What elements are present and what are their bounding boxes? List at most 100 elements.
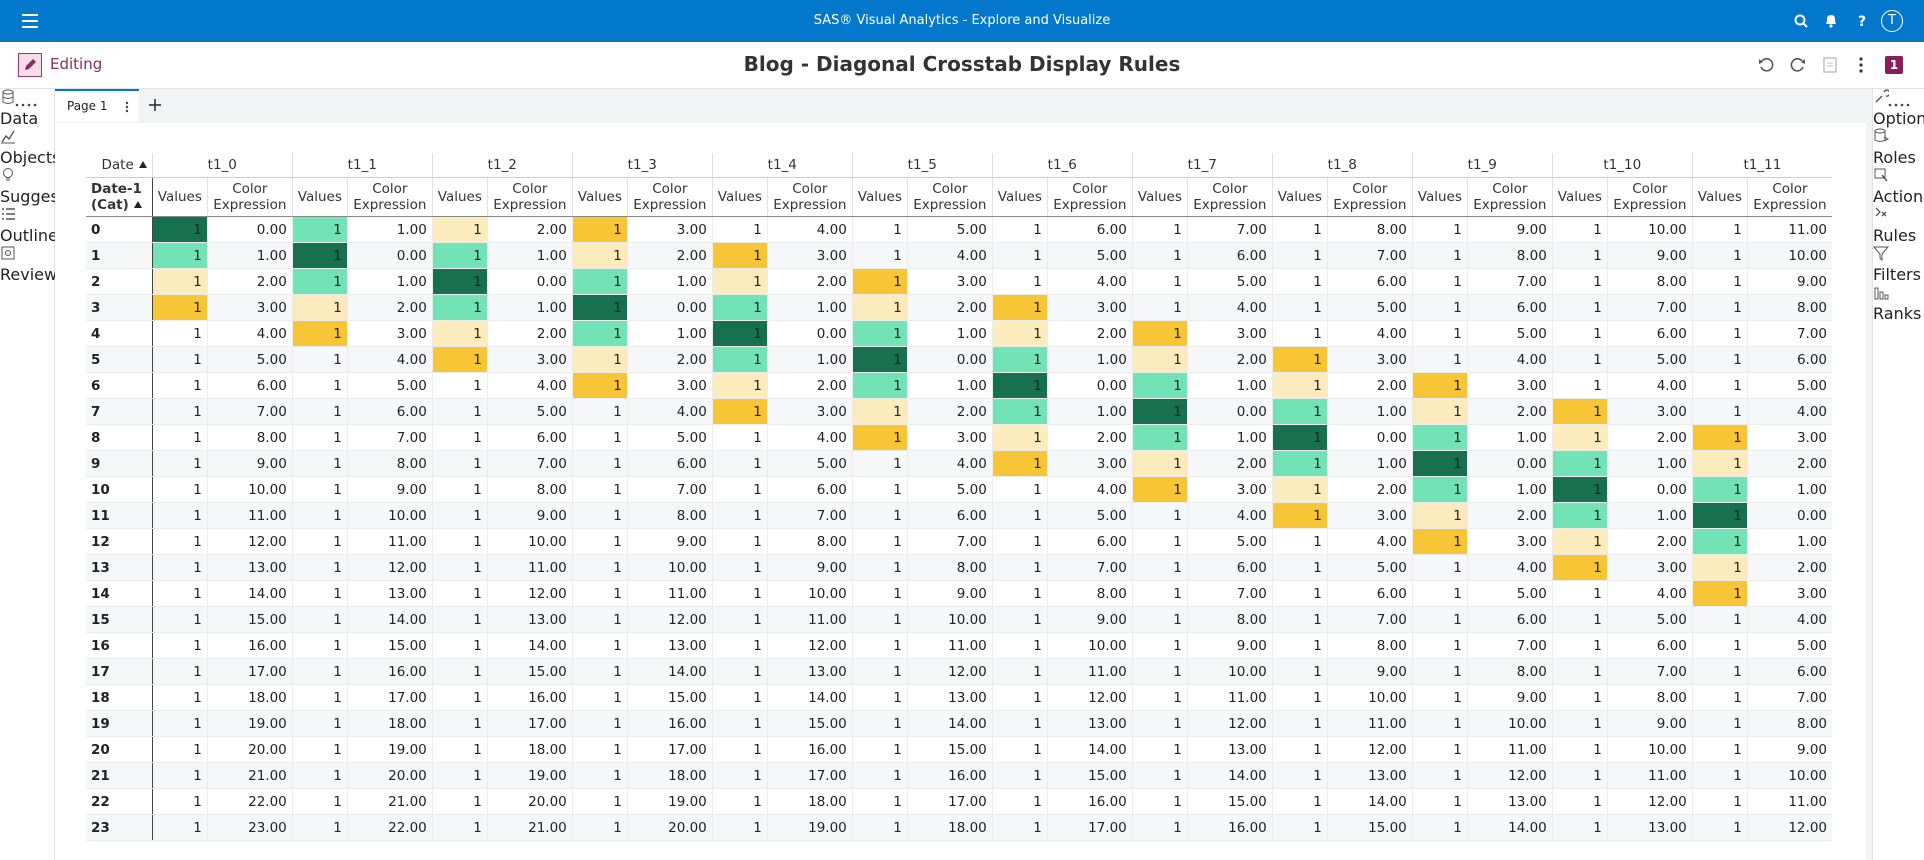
expression-cell: 7.00 <box>1746 320 1832 347</box>
expression-cell: 2.00 <box>906 398 993 425</box>
nav-item[interactable]: Ranks <box>1873 284 1924 323</box>
value-cell: 1 <box>1551 580 1608 607</box>
menu-button[interactable] <box>22 14 38 28</box>
expression-cell: 13.00 <box>1606 814 1693 841</box>
nav-item[interactable]: Objects <box>0 128 61 167</box>
value-cell: 1 <box>431 346 488 373</box>
value-cell: 1 <box>851 632 908 659</box>
nav-item[interactable]: Outline <box>0 206 58 245</box>
row-header-label: Date-1 (Cat) <box>91 181 142 213</box>
expression-cell: 20.00 <box>626 814 713 841</box>
expression-cell: 2.00 <box>1186 346 1273 373</box>
value-cell: 1 <box>851 320 908 347</box>
expression-cell: 5.00 <box>1606 606 1693 633</box>
expression-cell: 9.00 <box>1466 684 1553 711</box>
expression-cell: 20.00 <box>346 762 433 789</box>
edit-mode-button[interactable] <box>18 53 42 77</box>
nav-item[interactable]: Options <box>1873 89 1924 128</box>
expression-cell: 13.00 <box>1046 710 1133 737</box>
expression-cell: 1.00 <box>1186 372 1273 399</box>
expression-cell: 17.00 <box>206 658 293 685</box>
expression-cell: 21.00 <box>346 788 433 815</box>
expression-cell: 4.00 <box>626 398 713 425</box>
nav-item[interactable]: Suggest <box>0 167 65 206</box>
value-cell: 1 <box>431 814 488 841</box>
value-cell: 1 <box>1551 710 1608 737</box>
svg-text:?: ? <box>1858 14 1866 29</box>
nav-item[interactable]: Filters <box>1872 245 1924 284</box>
expression-cell: 5.00 <box>906 476 993 503</box>
expression-cell: 7.00 <box>1046 554 1133 581</box>
expression-cell: 13.00 <box>1186 736 1273 763</box>
right-pane: Options Roles Actions Rules Filters Ranks <box>1872 89 1924 860</box>
expression-cell: 5.00 <box>1046 242 1133 269</box>
value-cell: 1 <box>1271 216 1328 243</box>
redo-button[interactable] <box>1790 57 1806 73</box>
expression-cell: 3.00 <box>1326 346 1413 373</box>
value-cell: 1 <box>711 294 768 321</box>
measure-header: Color Expression <box>1326 177 1413 217</box>
save-button[interactable] <box>1823 57 1837 73</box>
value-cell: 1 <box>1131 320 1188 347</box>
expression-cell: 4.00 <box>1186 294 1273 321</box>
value-cell: 1 <box>991 372 1048 399</box>
more-button[interactable] <box>1858 57 1864 73</box>
nav-item[interactable]: Roles <box>1873 128 1924 167</box>
expression-cell: 1.00 <box>906 320 993 347</box>
help-button[interactable]: ? <box>1856 13 1868 29</box>
nav-label: Objects <box>0 148 61 167</box>
value-cell: 1 <box>431 398 488 425</box>
value-cell: 1 <box>1131 580 1188 607</box>
undo-button[interactable] <box>1758 57 1774 73</box>
search-button[interactable] <box>1794 14 1808 28</box>
expression-cell: 0.00 <box>346 242 433 269</box>
value-cell: 1 <box>571 216 628 243</box>
expression-cell: 3.00 <box>1046 450 1133 477</box>
row-label: 6 <box>86 372 153 399</box>
expression-cell: 1.00 <box>346 268 433 295</box>
user-avatar[interactable]: T <box>1881 10 1903 32</box>
notifications-button[interactable] <box>1824 13 1838 29</box>
value-cell: 1 <box>1271 424 1328 451</box>
expression-cell: 11.00 <box>1046 658 1133 685</box>
nav-item[interactable]: Data <box>0 89 54 128</box>
nav-icon <box>1 130 15 144</box>
measure-header: Color Expression <box>346 177 433 217</box>
add-page-button[interactable] <box>149 99 161 111</box>
expression-cell: 5.00 <box>206 346 293 373</box>
value-cell: 1 <box>1691 684 1748 711</box>
value-cell: 1 <box>431 684 488 711</box>
tab-menu[interactable] <box>125 101 129 113</box>
pane-more[interactable] <box>1888 103 1910 107</box>
expression-cell: 10.00 <box>906 606 993 633</box>
nav-icon <box>1874 168 1888 182</box>
pane-more[interactable] <box>15 103 37 107</box>
value-cell: 1 <box>1691 554 1748 581</box>
nav-icon <box>1874 128 1890 142</box>
expression-cell: 9.00 <box>1466 216 1553 243</box>
expression-cell: 10.00 <box>1046 632 1133 659</box>
value-cell: 1 <box>851 736 908 763</box>
expression-cell: 17.00 <box>626 736 713 763</box>
expression-cell: 2.00 <box>1326 476 1413 503</box>
expression-cell: 17.00 <box>486 710 573 737</box>
nav-item[interactable]: Actions <box>1873 167 1924 206</box>
value-cell: 1 <box>1411 658 1468 685</box>
value-cell: 1 <box>151 450 208 477</box>
crosstab-row: 3 1 3.00 1 2.00 1 1.00 1 0.00 1 1.00 1 2.00 1 3.00 1 4.0… <box>86 294 1832 321</box>
expression-cell: 1.00 <box>766 294 853 321</box>
expression-cell: 7.00 <box>1746 684 1832 711</box>
measure-header: Color Expression <box>1606 177 1693 217</box>
expression-cell: 15.00 <box>346 632 433 659</box>
expression-cell: 8.00 <box>626 502 713 529</box>
expression-cell: 2.00 <box>346 294 433 321</box>
value-cell: 1 <box>291 476 348 503</box>
value-cell: 1 <box>431 242 488 269</box>
nav-item[interactable]: Rules <box>1873 206 1924 245</box>
expression-cell: 21.00 <box>486 814 573 841</box>
page-tab[interactable]: Page 1 <box>55 89 139 122</box>
nav-item[interactable]: Review <box>0 245 57 284</box>
expression-cell: 1.00 <box>626 320 713 347</box>
page-count-badge[interactable]: 1 <box>1885 56 1903 74</box>
crosstab-row: 10 1 10.00 1 9.00 1 8.00 1 7.00 1 6.00 1 5.00 1 4.00 1 3… <box>86 476 1832 503</box>
